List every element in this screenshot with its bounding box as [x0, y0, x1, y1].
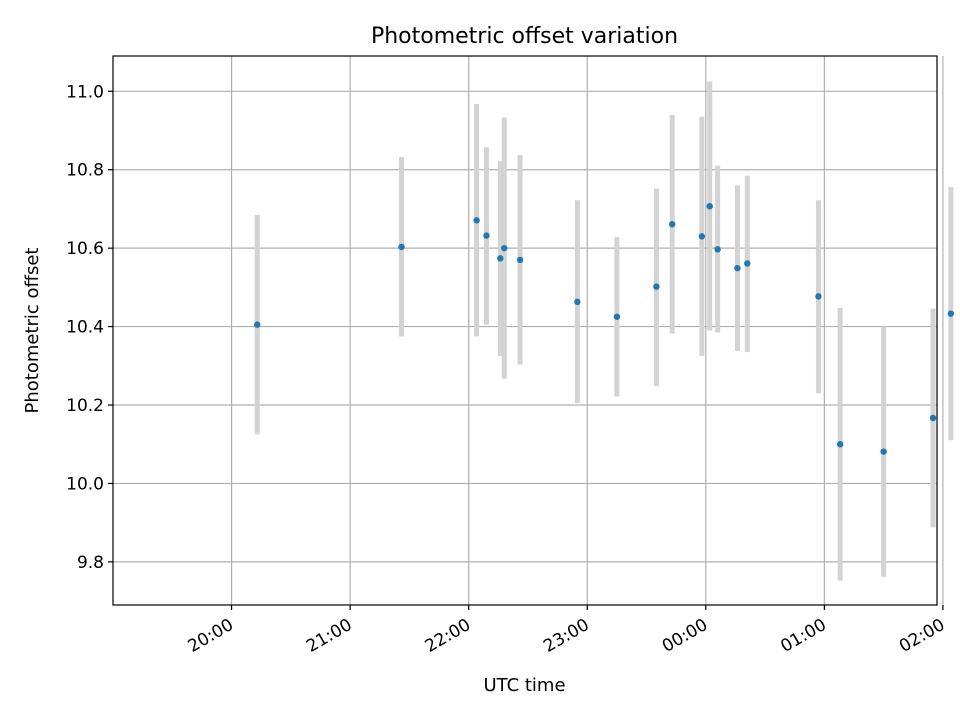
data-point — [714, 246, 721, 253]
data-point — [815, 293, 822, 300]
data-point — [880, 448, 887, 455]
y-tick-label: 10.2 — [66, 396, 104, 416]
y-tick-label: 10.4 — [66, 318, 104, 338]
data-point — [698, 233, 706, 240]
data-point — [653, 283, 660, 290]
data-point — [836, 441, 844, 448]
y-tick-label: 10.6 — [66, 239, 104, 259]
data-point — [744, 260, 751, 267]
data-point — [516, 256, 524, 264]
plot-frame — [112, 55, 938, 606]
y-axis-label: Photometric offset — [22, 248, 43, 414]
data-point — [574, 298, 581, 306]
x-axis-label: UTC time — [483, 675, 565, 696]
data-point — [734, 264, 741, 272]
data-point — [613, 313, 621, 320]
data-points — [254, 202, 955, 455]
chart-title: Photometric offset variation — [371, 24, 678, 49]
y-tick-label: 10.0 — [66, 474, 104, 494]
data-point — [483, 232, 490, 239]
data-point — [947, 310, 955, 317]
y-tick-label: 9.8 — [77, 553, 104, 573]
data-point — [929, 414, 937, 422]
y-axis-ticks: 9.8 10.0 10.2 10.4 10.6 10.8 11.0 — [66, 82, 113, 573]
grid — [113, 56, 944, 605]
data-point — [497, 255, 504, 262]
data-point — [254, 321, 261, 328]
y-tick-label: 11.0 — [66, 82, 104, 102]
data-point — [501, 244, 508, 252]
data-point — [669, 221, 676, 228]
data-point — [398, 243, 405, 251]
data-point — [706, 202, 713, 210]
data-point — [473, 217, 480, 224]
y-tick-label: 10.8 — [66, 161, 104, 181]
